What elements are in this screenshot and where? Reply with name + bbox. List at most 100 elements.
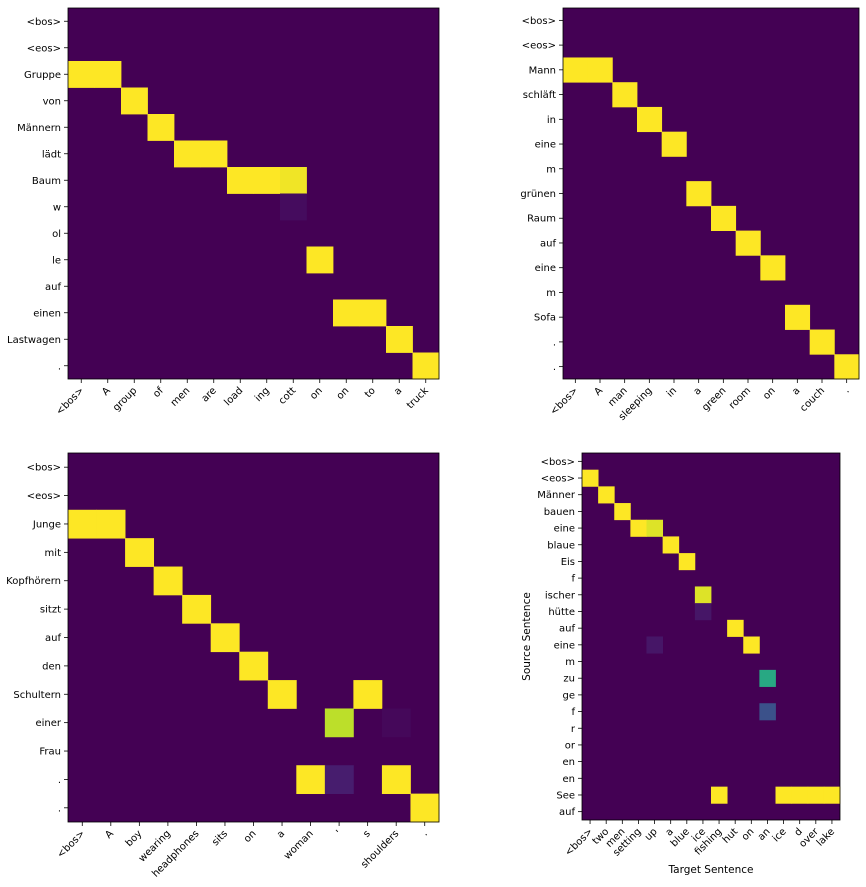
heatmap-cell: [686, 181, 712, 207]
x-tick-label: blue: [669, 826, 692, 849]
x-tick-label: a: [392, 385, 404, 397]
y-tick-label: m: [565, 657, 575, 668]
y-tick-label: mit: [45, 548, 62, 559]
y-tick-label: .: [58, 361, 61, 372]
x-tick-label: men: [169, 385, 193, 409]
x-tick-label: couch: [798, 385, 827, 414]
y-tick-label: <bos>: [522, 16, 556, 27]
heatmap-cell: [823, 786, 841, 804]
y-tick-label: le: [52, 255, 61, 266]
heatmap-cell: [785, 304, 811, 330]
heatmap-cell: [694, 586, 712, 604]
x-tick-label: to: [363, 385, 378, 400]
x-tick-label: load: [222, 385, 245, 408]
y-tick-label: Frau: [39, 747, 61, 758]
y-axis-title: Source Sentence: [521, 592, 533, 681]
heatmap-cell: [694, 603, 712, 621]
y-tick-label: See: [556, 790, 575, 801]
y-tick-label: schläft: [523, 90, 556, 101]
y-tick-label: r: [571, 724, 576, 735]
y-tick-label: Mann: [529, 65, 556, 76]
x-tick-label: on: [761, 385, 778, 402]
x-tick-label: on: [308, 385, 325, 402]
x-tick-label: are: [200, 385, 219, 404]
y-tick-label: <bos>: [541, 457, 575, 468]
y-tick-label: w: [53, 202, 61, 213]
heatmap-panel-2: <bos> <eos> Mann schläft in eine m grünen Raum au…: [520, 7, 860, 423]
heatmap-cell: [253, 167, 281, 194]
y-tick-label: den: [42, 661, 61, 672]
heatmap-cell: [711, 205, 737, 231]
x-tick-label: of: [151, 385, 166, 400]
heatmap-panel-4: <bos> <eos> Männer bauen eine blaue Eis f ischer…: [521, 452, 841, 876]
heatmap-cell: [809, 329, 835, 355]
y-tick-label: auf: [559, 807, 575, 818]
y-tick-label: eine: [535, 140, 556, 151]
x-tick-label: a: [275, 828, 287, 840]
y-tick-label: lädt: [42, 149, 61, 160]
y-tick-label: <bos>: [27, 463, 61, 474]
heatmap-cell: [412, 352, 440, 380]
heatmap-cell: [280, 193, 307, 221]
heatmap-cell: [775, 786, 793, 804]
heatmap-cell: [386, 326, 413, 353]
y-tick-label: m: [546, 164, 556, 175]
x-tick-label: A: [103, 828, 116, 841]
y-tick-label: Lastwagen: [7, 335, 61, 346]
y-tick-label: f: [571, 574, 575, 585]
heatmap-cell: [227, 167, 254, 194]
y-tick-label: Gruppe: [24, 70, 61, 81]
y-tick-label: <eos>: [541, 474, 575, 485]
y-tick-label: Männer: [537, 490, 576, 501]
y-tick-label: Eis: [561, 557, 575, 568]
heatmap-cell: [96, 509, 126, 539]
heatmap-cell: [630, 519, 647, 537]
y-tick-label: einen: [33, 308, 61, 319]
heatmap-cell: [353, 680, 383, 709]
y-tick-label: f: [571, 707, 575, 718]
heatmap-cell: [125, 538, 155, 567]
y-tick-label: Baum: [32, 176, 61, 187]
heatmap-cell: [182, 594, 212, 624]
x-tick-label: cott: [277, 385, 299, 407]
x-tick-label: sits: [210, 828, 230, 848]
heatmap-cell: [791, 786, 809, 804]
heatmap-cell: [306, 246, 334, 274]
x-tick-label: room: [727, 385, 753, 411]
heatmap-cell: [239, 651, 269, 681]
x-tick-label: a: [790, 385, 802, 397]
y-tick-label: Sofa: [534, 313, 556, 324]
y-tick-label: Junge: [32, 519, 61, 530]
heatmap-cell: [381, 708, 411, 738]
x-tick-label: .: [420, 828, 430, 838]
y-tick-label: auf: [540, 238, 556, 249]
heatmap-cell: [68, 61, 95, 88]
heatmap-cell: [359, 299, 387, 327]
heatmap-cell: [807, 786, 825, 804]
x-tick-label: an: [756, 826, 773, 843]
heatmap-cell: [759, 669, 776, 687]
heatmap-cell: [612, 82, 638, 108]
heatmap-cell: [646, 636, 664, 654]
heatmap-panel-1: <bos> <eos> Gruppe von Männern lädt Baum w ol le a…: [7, 7, 440, 417]
heatmap-cell: [200, 140, 228, 168]
y-tick-label: Schultern: [13, 690, 61, 701]
y-tick-label: zu: [563, 674, 575, 685]
y-tick-label: <eos>: [27, 43, 61, 54]
y-tick-label: Männern: [17, 123, 61, 134]
heatmap-cell: [678, 553, 696, 571]
heatmap-cell: [381, 765, 411, 795]
x-tick-label: A: [593, 385, 606, 398]
x-tick-label: truck: [405, 385, 431, 411]
heatmap-cell: [834, 354, 860, 380]
x-tick-label: <bos>: [55, 828, 87, 860]
heatmap-cell: [662, 536, 680, 554]
y-tick-label: grünen: [520, 189, 556, 200]
x-tick-label: on: [740, 826, 757, 843]
heatmap-cell: [727, 619, 744, 637]
y-tick-label: m: [546, 288, 556, 299]
x-tick-label: ing: [253, 385, 272, 404]
y-tick-label: eine: [535, 263, 556, 274]
heatmap-cell: [153, 566, 183, 596]
heatmap-cell: [410, 793, 440, 823]
